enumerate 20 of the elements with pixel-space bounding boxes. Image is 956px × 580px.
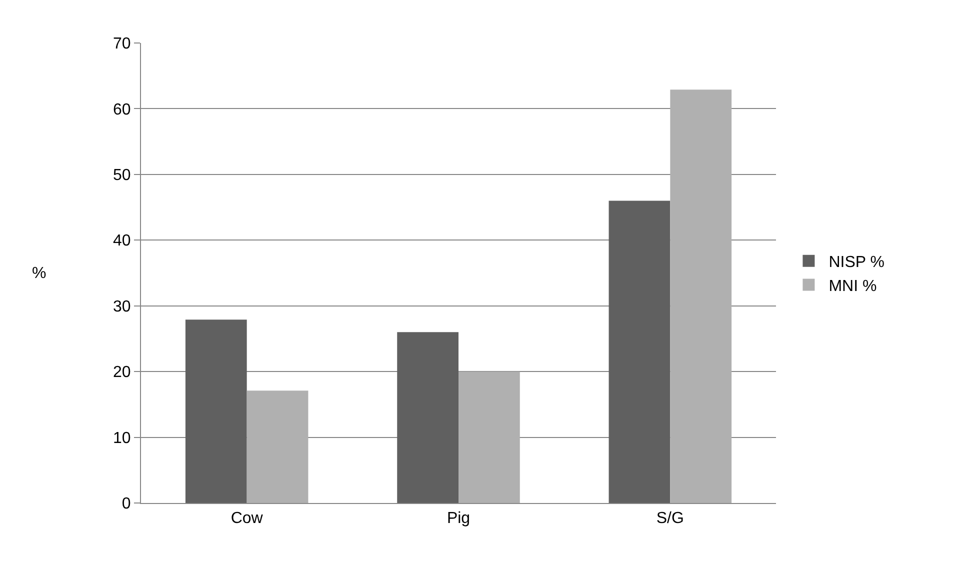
bar (608, 200, 670, 503)
x-tick-label: S/G (656, 510, 684, 528)
legend-label: MNI % (828, 278, 877, 295)
y-tick-label: 0 (122, 496, 131, 513)
y-tick-label: 10 (113, 430, 131, 447)
y-tick-label: 20 (113, 364, 131, 382)
y-axis-title: % (32, 265, 46, 282)
y-tick-label: 70 (113, 36, 131, 53)
bar (246, 390, 308, 503)
x-tick-label: Cow (230, 510, 264, 528)
y-tick-label: 30 (113, 298, 131, 316)
bar (185, 320, 247, 503)
y-tick-label: 40 (113, 232, 131, 250)
legend-label: NISP % (828, 254, 884, 272)
bar (458, 372, 520, 503)
bar (397, 332, 458, 503)
y-tick-label: 60 (113, 101, 131, 118)
y-tick-label: 50 (113, 167, 131, 184)
bar (670, 90, 732, 503)
x-tick-label: Pig (446, 510, 470, 528)
